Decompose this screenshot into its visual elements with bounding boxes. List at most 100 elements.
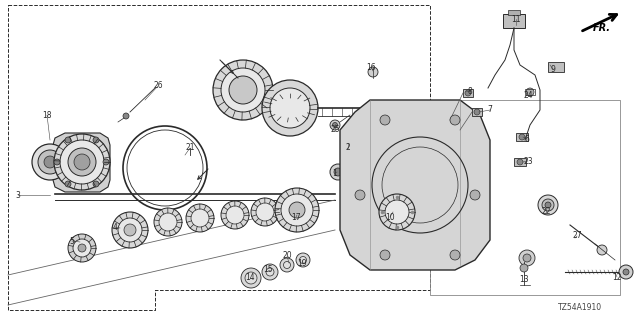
Circle shape (275, 188, 319, 232)
Circle shape (73, 239, 91, 257)
Circle shape (221, 68, 265, 112)
Circle shape (333, 123, 337, 127)
Circle shape (38, 150, 62, 174)
Text: 15: 15 (263, 266, 273, 275)
Circle shape (450, 115, 460, 125)
Text: 3: 3 (15, 190, 20, 199)
Circle shape (520, 264, 528, 272)
Text: TZ54A1910: TZ54A1910 (558, 303, 602, 313)
Text: 22: 22 (541, 207, 551, 217)
Circle shape (229, 76, 257, 104)
Bar (503, 14, 525, 28)
Text: 23: 23 (523, 156, 533, 165)
Circle shape (93, 137, 99, 143)
Text: 7: 7 (488, 106, 492, 115)
Circle shape (300, 257, 307, 263)
Circle shape (74, 154, 90, 170)
Bar (508, 10, 520, 15)
Circle shape (256, 203, 274, 221)
Text: 26: 26 (153, 82, 163, 91)
Circle shape (123, 113, 129, 119)
Circle shape (65, 137, 71, 143)
Circle shape (619, 265, 633, 279)
Circle shape (519, 134, 525, 140)
Text: 8: 8 (468, 86, 472, 95)
Circle shape (517, 159, 523, 165)
Circle shape (526, 88, 534, 96)
Circle shape (344, 141, 351, 148)
Circle shape (54, 134, 110, 190)
Circle shape (124, 224, 136, 236)
Circle shape (241, 268, 261, 288)
Circle shape (251, 198, 279, 226)
Circle shape (262, 80, 318, 136)
Circle shape (68, 234, 96, 262)
Circle shape (60, 140, 104, 184)
Circle shape (226, 206, 244, 224)
Bar (463, 89, 473, 97)
Text: 16: 16 (366, 62, 376, 71)
Circle shape (379, 194, 415, 230)
Circle shape (213, 60, 273, 120)
Text: 2: 2 (346, 143, 350, 153)
Circle shape (270, 88, 310, 128)
Circle shape (68, 148, 96, 176)
Text: 27: 27 (572, 231, 582, 241)
Circle shape (330, 164, 346, 180)
Circle shape (465, 90, 471, 96)
Circle shape (623, 269, 629, 275)
Text: 18: 18 (42, 110, 52, 119)
Circle shape (355, 190, 365, 200)
Circle shape (380, 115, 390, 125)
Polygon shape (53, 133, 110, 192)
Text: 20: 20 (282, 252, 292, 260)
Circle shape (54, 159, 60, 165)
Circle shape (103, 159, 109, 165)
Circle shape (154, 208, 182, 236)
Circle shape (474, 109, 480, 115)
Bar (548, 62, 564, 72)
Text: 25: 25 (330, 125, 340, 134)
Circle shape (78, 244, 86, 252)
Circle shape (284, 261, 291, 268)
Circle shape (597, 245, 607, 255)
Circle shape (44, 156, 56, 168)
Polygon shape (340, 100, 490, 270)
Circle shape (262, 264, 278, 280)
Bar (514, 158, 526, 166)
Text: 14: 14 (245, 274, 255, 283)
Text: 9: 9 (550, 65, 556, 74)
Text: 4: 4 (113, 222, 117, 231)
Circle shape (334, 168, 342, 176)
Bar (525, 89, 535, 95)
Text: 6: 6 (525, 134, 529, 143)
Circle shape (280, 258, 294, 272)
Circle shape (281, 194, 313, 226)
Text: FR.: FR. (593, 23, 611, 33)
Circle shape (523, 254, 531, 262)
Text: 21: 21 (185, 143, 195, 153)
Circle shape (118, 218, 142, 242)
Circle shape (470, 190, 480, 200)
Bar (516, 133, 528, 141)
Text: 5: 5 (70, 236, 74, 245)
Text: 10: 10 (385, 212, 395, 221)
Circle shape (519, 250, 535, 266)
Circle shape (266, 268, 274, 276)
Text: 24: 24 (523, 91, 533, 100)
Circle shape (32, 144, 68, 180)
Circle shape (289, 202, 305, 218)
Circle shape (93, 181, 99, 187)
Text: 12: 12 (612, 273, 621, 282)
Text: 11: 11 (511, 14, 521, 23)
Circle shape (186, 204, 214, 232)
Circle shape (545, 202, 551, 208)
Circle shape (221, 201, 249, 229)
Circle shape (112, 212, 148, 248)
Text: 17: 17 (291, 212, 301, 221)
Text: 13: 13 (519, 276, 529, 284)
Circle shape (296, 253, 310, 267)
Circle shape (380, 250, 390, 260)
Circle shape (245, 272, 257, 284)
Text: 1: 1 (333, 169, 337, 178)
